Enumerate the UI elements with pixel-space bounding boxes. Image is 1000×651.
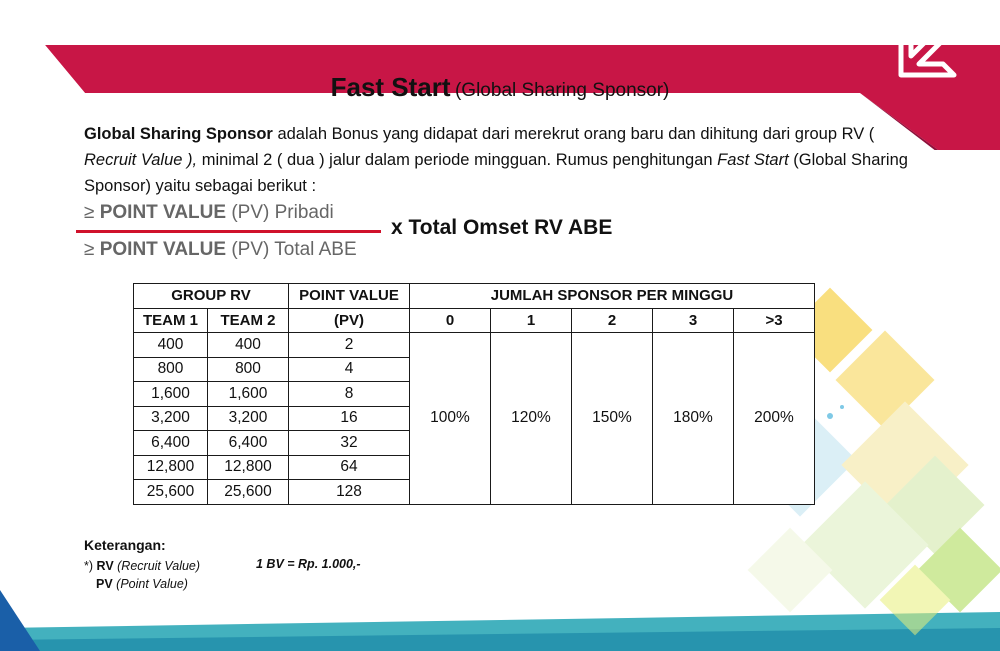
team2-value: 25,600 <box>207 479 289 505</box>
pv-value: 2 <box>288 332 410 358</box>
fast-start-term: Fast Start <box>717 151 789 169</box>
pv-abbr: PV <box>96 577 113 591</box>
denominator-rest: (PV) Total ABE <box>226 239 357 260</box>
sponsor-col-2: 2 <box>571 307 653 333</box>
percentage-3: 180% <box>652 332 734 505</box>
slide-title: Fast Start (Global Sharing Sponsor) <box>0 72 1000 103</box>
header-team-1: TEAM 1 <box>133 307 208 333</box>
description-paragraph: Global Sharing Sponsor adalah Bonus yang… <box>84 121 924 199</box>
slide-title-sub: (Global Sharing Sponsor) <box>454 80 670 101</box>
numerator-bold: POINT VALUE <box>99 202 227 223</box>
team1-value: 400 <box>133 332 208 358</box>
bonus-table: GROUP RV POINT VALUE JUMLAH SPONSOR PER … <box>133 283 815 505</box>
note-rv: *) RV (Recruit Value) <box>84 557 200 575</box>
team2-value: 6,400 <box>207 430 289 456</box>
gte-symbol: ≥ <box>84 239 95 260</box>
sponsor-col-0: 0 <box>409 307 491 333</box>
fraction-bar <box>76 230 381 233</box>
gte-symbol: ≥ <box>84 202 95 223</box>
note-pv: PV (Point Value) <box>84 575 200 593</box>
description-text-1: adalah Bonus yang didapat dari merekrut … <box>272 125 875 143</box>
header-sponsor: JUMLAH SPONSOR PER MINGGU <box>409 283 815 309</box>
description-text-3: (Global Sharing Sponsor) yaitu sebagai b… <box>84 151 908 195</box>
header-point-value: POINT VALUE <box>288 283 410 309</box>
team1-value: 25,600 <box>133 479 208 505</box>
percentage-2: 150% <box>571 332 653 505</box>
sponsor-col-3: 3 <box>652 307 734 333</box>
table-row: 800 800 4 <box>133 356 815 382</box>
pv-value: 64 <box>288 454 410 480</box>
team1-value: 12,800 <box>133 454 208 480</box>
notes-heading: Keterangan: <box>84 537 166 553</box>
team2-value: 12,800 <box>207 454 289 480</box>
pv-value: 32 <box>288 430 410 456</box>
formula-numerator: ≥ POINT VALUE (PV) Pribadi <box>84 202 357 230</box>
team1-value: 1,600 <box>133 381 208 407</box>
team2-value: 400 <box>207 332 289 358</box>
team2-value: 800 <box>207 356 289 382</box>
description-text-2: minimal 2 ( dua ) jalur dalam periode mi… <box>197 151 718 169</box>
team1-value: 3,200 <box>133 405 208 431</box>
team1-value: 800 <box>133 356 208 382</box>
slide-title-main: Fast Start <box>330 72 451 102</box>
denominator-bold: POINT VALUE <box>99 239 227 260</box>
sponsor-col-1: 1 <box>490 307 572 333</box>
numerator-rest: (PV) Pribadi <box>226 202 334 223</box>
header-group-rv: GROUP RV <box>133 283 289 309</box>
table-row: 12,800 12,800 64 <box>133 454 815 480</box>
recruit-value-term: Recruit Value ), <box>84 151 198 169</box>
percentage-1: 120% <box>490 332 572 505</box>
rv-abbr: RV <box>96 559 114 573</box>
pv-value: 128 <box>288 479 410 505</box>
sponsor-col-more: >3 <box>733 307 815 333</box>
formula-multiplier: x Total Omset RV ABE <box>391 216 613 239</box>
notes: Keterangan: *) RV (Recruit Value) PV (Po… <box>84 537 361 593</box>
table-row: 400 400 2 100% 120% 150% 180% 200% <box>133 332 815 505</box>
note-star: *) <box>84 559 94 573</box>
header-team-2: TEAM 2 <box>207 307 289 333</box>
percentage-more: 200% <box>733 332 815 505</box>
page-title: Multiple Income Plan / MIP <box>80 10 452 42</box>
team1-value: 6,400 <box>133 430 208 456</box>
team2-value: 1,600 <box>207 381 289 407</box>
formula-denominator: ≥ POINT VALUE (PV) Total ABE <box>84 239 357 267</box>
bv-rate: 1 BV = Rp. 1.000,- <box>256 557 361 571</box>
header-banner <box>0 45 1000 150</box>
pv-full: (Point Value) <box>116 577 188 591</box>
header-pv: (PV) <box>288 307 410 333</box>
pv-value: 8 <box>288 381 410 407</box>
percentage-0: 100% <box>409 332 491 505</box>
arrow-down-left-icon <box>898 15 960 78</box>
table-row: 25,600 25,600 128 <box>133 479 815 505</box>
rv-full: (Recruit Value) <box>117 559 201 573</box>
team2-value: 3,200 <box>207 405 289 431</box>
formula: ≥ POINT VALUE (PV) Pribadi ≥ POINT VALUE… <box>76 202 381 267</box>
pv-value: 4 <box>288 356 410 382</box>
bonus-term: Global Sharing Sponsor <box>84 125 273 143</box>
pv-value: 16 <box>288 405 410 431</box>
